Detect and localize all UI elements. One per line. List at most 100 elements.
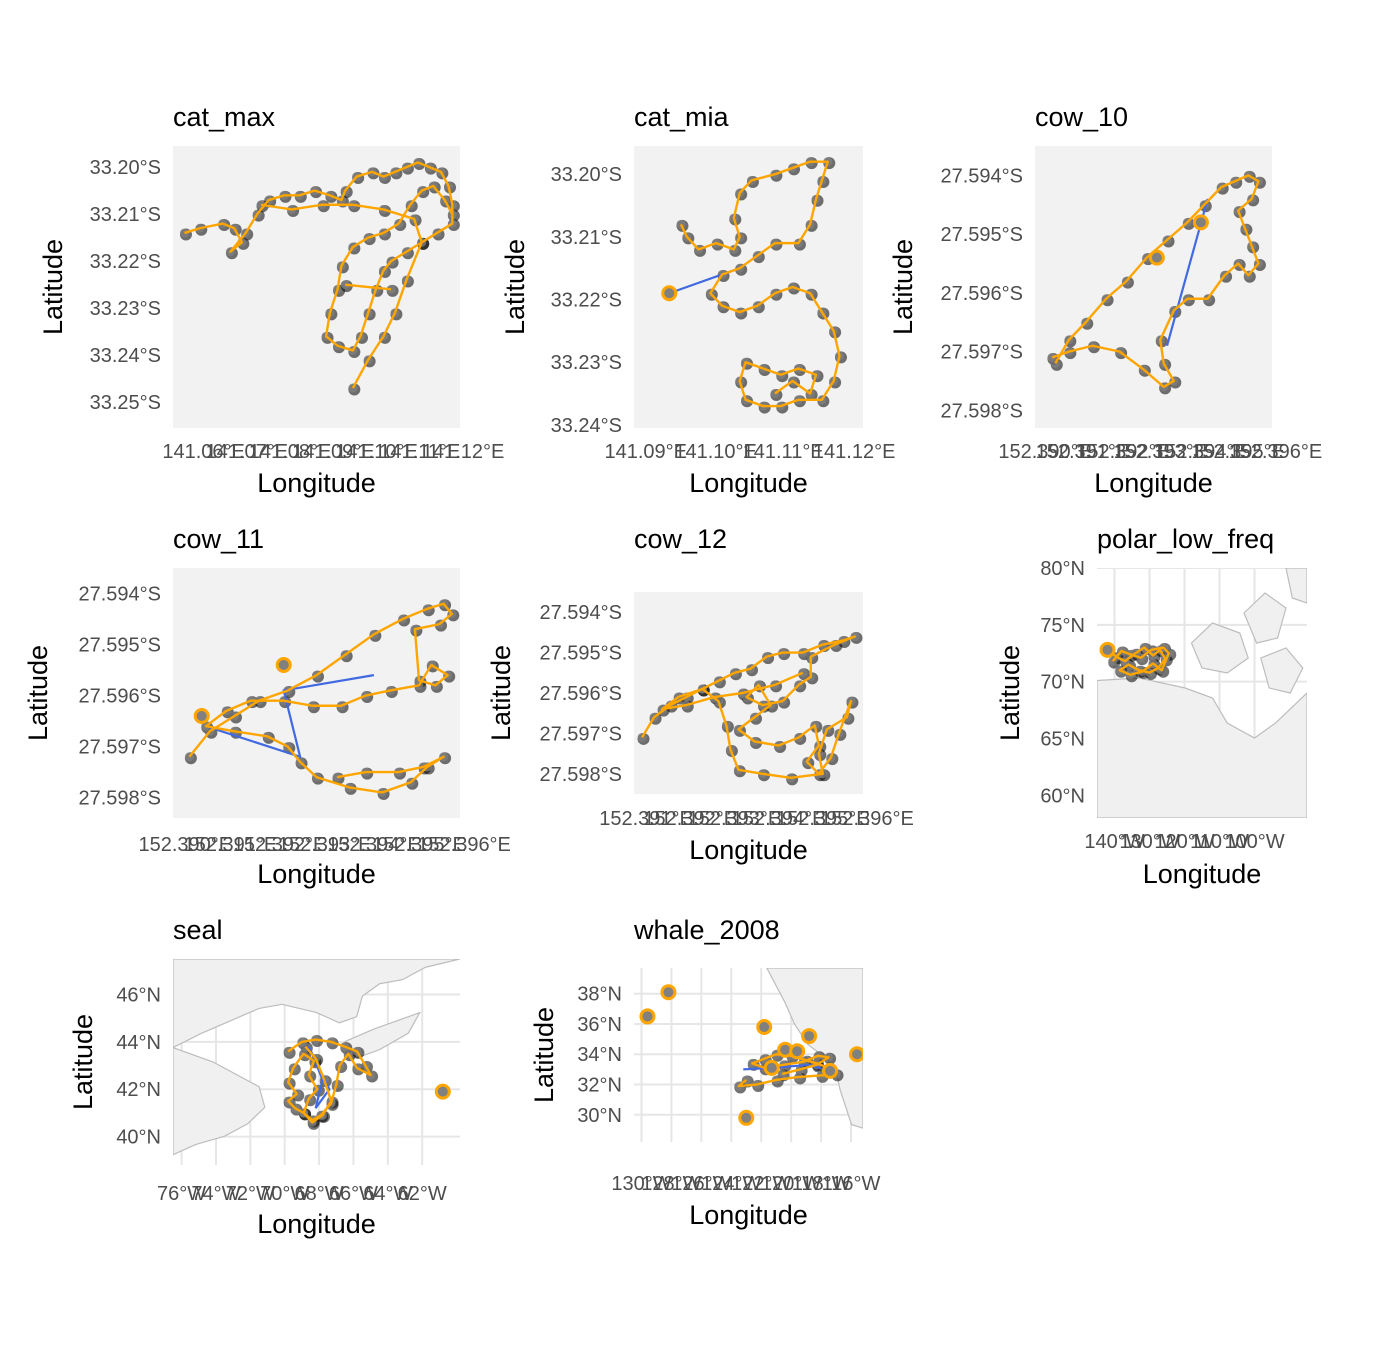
x-tick-label: 74°W <box>191 1183 240 1205</box>
highlight-point <box>275 656 292 673</box>
x-tick-label: 152.392°E <box>1076 441 1170 463</box>
x-axis-title: Longitude <box>689 1200 808 1230</box>
x-tick-label: 120°W <box>761 1173 821 1195</box>
x-tick-label: 152.394°E <box>1154 441 1248 463</box>
y-tick-label: 70°N <box>1040 672 1085 694</box>
x-tick-label: 62°W <box>398 1183 447 1205</box>
panel-title: cow_11 <box>173 524 264 554</box>
x-tick-label: 141.11°E <box>379 441 460 463</box>
highlight-point <box>801 1028 818 1045</box>
x-tick-label: 128°W <box>641 1173 701 1195</box>
y-tick-label: 33.22°S <box>551 290 622 312</box>
panel-seal: seal 46°N 44°N 42°N 40°N 76°W74°W72°W70°W68°W… <box>68 915 460 1239</box>
panel-title: cat_mia <box>634 102 730 132</box>
y-tick-label: 36°N <box>577 1014 622 1036</box>
x-axis-title: Longitude <box>1094 468 1213 498</box>
panel-cow-12: cow_12 27.594°S 27.595°S 27.596°S 27.597°S 27… <box>486 524 914 865</box>
y-axis-title: Latitude <box>500 239 530 335</box>
x-axis-title: Longitude <box>689 468 808 498</box>
y-axis-title: Latitude <box>486 645 516 741</box>
x-tick-label: 152.390°E <box>998 441 1092 463</box>
y-tick-label: 30°N <box>577 1105 622 1127</box>
land-shape <box>173 959 460 1049</box>
highlight-point <box>639 1008 656 1025</box>
x-tick-label: 120°W <box>1154 831 1214 853</box>
y-tick-label: 33.24°S <box>90 345 161 367</box>
y-tick-label: 27.598°S <box>78 788 161 810</box>
panel-cat-mia: cat_mia 33.20°S 33.21°S 33.22°S 33.23°S 33.24… <box>500 102 895 498</box>
highlight-point <box>1192 214 1209 231</box>
smoothed-track-line <box>1106 646 1170 677</box>
highlight-point <box>193 707 210 724</box>
panel-title: polar_low_freq <box>1097 524 1274 554</box>
land-shape <box>1097 677 1307 818</box>
x-axis-title: Longitude <box>1143 859 1262 889</box>
land-shape <box>1285 568 1307 604</box>
panel-polar-low-freq: polar_low_freq80°N75°N70°N65°N60°N140°W1… <box>995 524 1307 889</box>
x-tick-label: 126°W <box>671 1173 731 1195</box>
y-axis-title: Latitude <box>68 1014 98 1110</box>
y-tick-label: 27.594°S <box>78 584 161 606</box>
y-tick-label: 27.597°S <box>539 723 622 745</box>
y-tick-label: 33.21°S <box>551 227 622 249</box>
y-tick-label: 27.597°S <box>940 342 1023 364</box>
x-tick-label: 76°W <box>157 1183 206 1205</box>
y-tick-label: 27.598°S <box>539 764 622 786</box>
y-axis-title: Latitude <box>529 1007 559 1103</box>
y-tick-label: 33.20°S <box>551 164 622 186</box>
highlight-point <box>434 1083 451 1100</box>
x-tick-label: 152.396°E <box>1229 441 1323 463</box>
highlight-point <box>660 984 677 1001</box>
y-tick-label: 44°N <box>116 1032 161 1054</box>
x-tick-label: 130°W <box>1119 831 1179 853</box>
y-tick-label: 27.595°S <box>940 224 1023 246</box>
x-tick-label: 152.393°E <box>278 834 372 856</box>
panel-cat-max: cat_max 33.20°S 33.21°S 33.22°S 33.23°S 33.24… <box>38 102 504 498</box>
x-tick-label: 152.390°E <box>138 834 232 856</box>
y-tick-label: 27.594°S <box>539 602 622 624</box>
x-tick-label: 72°W <box>226 1183 275 1205</box>
raw-track-line <box>743 1063 825 1071</box>
x-tick-label: 152.394°E <box>327 834 421 856</box>
x-tick-label: 141.10°E <box>674 441 757 463</box>
panel-background <box>1035 146 1272 428</box>
x-tick-label: 140°W <box>1084 831 1144 853</box>
y-tick-label: 27.594°S <box>940 165 1023 187</box>
land-shape <box>1260 647 1304 694</box>
x-tick-label: 141.12°E <box>422 441 505 463</box>
x-tick-label: 152.396°E <box>820 808 914 830</box>
panel-title: whale_2008 <box>633 915 780 945</box>
x-tick-label: 68°W <box>295 1183 344 1205</box>
y-tick-label: 33.22°S <box>90 251 161 273</box>
x-tick-label: 141.08°E <box>249 441 332 463</box>
smoothed-track-line <box>260 203 423 389</box>
x-tick-label: 116°W <box>822 1173 881 1195</box>
y-axis-title: Latitude <box>995 645 1025 741</box>
smoothed-track-line <box>184 161 454 352</box>
y-tick-label: 42°N <box>116 1079 161 1101</box>
x-axis-title: Longitude <box>257 468 376 498</box>
x-tick-label: 152.391°E <box>1036 441 1130 463</box>
y-tick-label: 27.597°S <box>78 737 161 759</box>
y-tick-label: 33.24°S <box>551 415 622 437</box>
y-axis-title: Latitude <box>888 239 918 335</box>
panel-title: cow_10 <box>1035 102 1128 132</box>
panel-whale-2008: whale_2008 38°N 36°N 34°N 32°N 30°N 130°W128°W… <box>529 915 880 1230</box>
y-axis-title: Latitude <box>38 239 68 335</box>
highlight-point <box>661 285 678 302</box>
x-tick-label: 100°W <box>1224 831 1284 853</box>
x-tick-label: 152.391°E <box>599 808 693 830</box>
y-tick-label: 27.596°S <box>539 683 622 705</box>
panel-cow-10: cow_10 27.594°S 27.595°S 27.596°S 27.597°S 27… <box>888 102 1322 498</box>
y-tick-label: 27.596°S <box>940 283 1023 305</box>
y-tick-label: 34°N <box>577 1044 622 1066</box>
y-tick-label: 65°N <box>1040 728 1085 750</box>
smoothed-track-line <box>345 283 392 291</box>
x-tick-label: 141.10°E <box>335 441 418 463</box>
x-tick-label: 152.396°E <box>417 834 511 856</box>
x-tick-label: 152.391°E <box>184 834 278 856</box>
x-tick-label: 70°W <box>260 1183 309 1205</box>
highlight-point <box>1148 249 1165 266</box>
x-tick-label: 152.395°E <box>1191 441 1285 463</box>
